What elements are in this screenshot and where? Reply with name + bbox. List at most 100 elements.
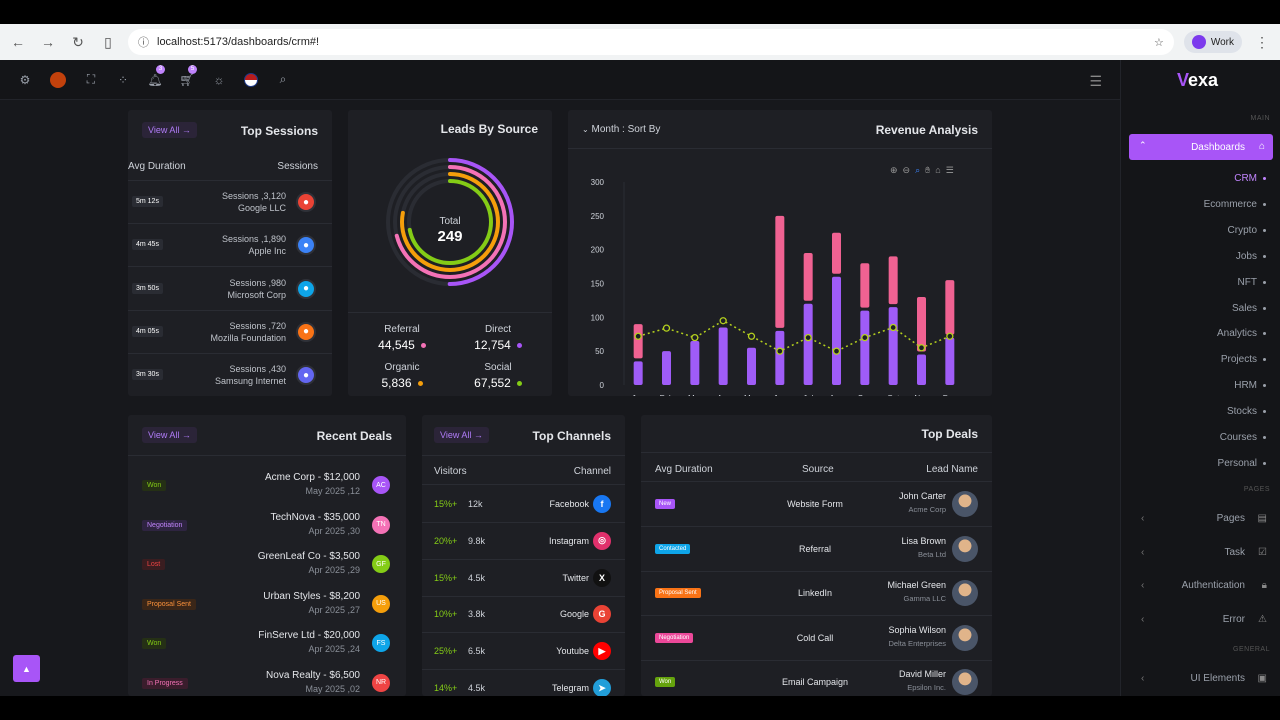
- profile-button[interactable]: Work: [1183, 31, 1242, 53]
- legend-value-text: 44,545: [378, 338, 415, 352]
- sidebar-item-label: Pages: [1216, 513, 1245, 524]
- zoom-out-icon[interactable]: ⊖: [902, 165, 911, 175]
- lead-info: John Carter Acme Corp: [899, 491, 946, 514]
- reset-home-icon[interactable]: ⌂: [935, 165, 941, 175]
- company-initials-avatar: TN: [372, 515, 390, 534]
- table-row: 4m 05s Sessions ,720 Mozilla Foundation ●: [128, 311, 332, 354]
- bar-sales-aug: [832, 276, 841, 385]
- sidebar-subitem-nft[interactable]: NFT: [1238, 277, 1266, 288]
- stage-badge: New: [655, 499, 676, 509]
- sidebar-subitem-sales[interactable]: Sales: [1232, 303, 1266, 314]
- address-bar[interactable]: ⓘ localhost:5173/dashboards/crm#! ☆: [128, 29, 1174, 55]
- bar-sales-sep: [860, 310, 870, 385]
- pan-hand-icon[interactable]: ✋︎: [925, 165, 931, 175]
- session-info: Sessions ,430 Samsung Internet: [215, 363, 286, 387]
- card-title: Recent Deals: [316, 429, 392, 443]
- legend-color-dot: [516, 381, 522, 387]
- sidebar-subitem-projects[interactable]: Projects: [1221, 354, 1266, 365]
- duration-badge: 4m 05s: [132, 325, 163, 337]
- cart-count-badge: 5: [188, 64, 197, 74]
- sidebar-subitem-stocks[interactable]: Stocks: [1227, 406, 1266, 417]
- apps-grid-icon[interactable]: ⁘: [117, 72, 129, 87]
- session-count: Sessions ,1,890: [221, 234, 286, 245]
- browser-menu-icon[interactable]: ⋮: [1255, 33, 1269, 50]
- column-header-source: Source: [802, 464, 834, 475]
- cart-icon[interactable]: 🛒︎ 5: [179, 64, 197, 87]
- sidebar-subitem-label: Stocks: [1226, 406, 1257, 418]
- view-all-button[interactable]: View All →: [142, 427, 197, 443]
- sort-dropdown[interactable]: ⌄ Month : Sort By: [582, 124, 660, 135]
- legend-value: 67,552: [458, 376, 538, 390]
- sidebar-subitem-analytics[interactable]: Analytics: [1217, 328, 1266, 339]
- pages-icon: ▤: [1257, 513, 1267, 524]
- visitor-count: 3.8k: [468, 609, 486, 620]
- fullscreen-icon[interactable]: ⛶: [86, 72, 96, 86]
- bookmark-star-icon[interactable]: ☆: [1153, 36, 1164, 49]
- profile-label: Work: [1210, 36, 1234, 48]
- sidebar-item-dashboards[interactable]: ⌃ Dashboards ⌂: [1129, 134, 1273, 160]
- visitor-count: 4.5k: [468, 572, 486, 583]
- bar-sales-may: [747, 347, 756, 385]
- growth-percent: 20%+: [434, 535, 458, 546]
- theme-toggle-sun-icon[interactable]: ☼: [213, 72, 225, 87]
- list-item: Lost GreenLeaf Co - $3,500 Apr 2025 ,29 GF: [128, 543, 406, 582]
- zoom-select-icon[interactable]: ⌕: [915, 165, 921, 175]
- lead-name: David Miller: [898, 669, 946, 680]
- table-row: 3m 50s Sessions ,980 Microsoft Corp ●: [128, 268, 332, 311]
- table-row: 15%+ 4.5k Twitter X: [422, 560, 625, 597]
- browser-toolbar: ← → ↻ ▯ ⓘ localhost:5173/dashboards/crm#…: [0, 24, 1280, 60]
- bar-sales-jan: [633, 361, 643, 385]
- settings-gear-icon[interactable]: ⚙: [19, 72, 31, 87]
- sidebar-toggle-icon[interactable]: ▯: [104, 33, 112, 50]
- legend-item-social: Social 67,552: [458, 362, 538, 390]
- forward-icon[interactable]: →: [41, 34, 55, 50]
- site-info-icon[interactable]: ⓘ: [138, 37, 149, 49]
- bullet-dot: [1263, 384, 1266, 388]
- legend-item-referral: Referral 44,545: [362, 324, 442, 352]
- y-tick-label: 100: [591, 313, 605, 322]
- sidebar-subitem-personal[interactable]: Personal: [1218, 458, 1266, 469]
- view-all-button[interactable]: View All →: [142, 122, 197, 138]
- language-flag-icon[interactable]: [244, 72, 258, 87]
- table-row: 3m 30s Sessions ,430 Samsung Internet ●: [128, 354, 332, 396]
- duration-badge: 4m 45s: [132, 239, 163, 251]
- browser-name: Apple Inc: [248, 246, 286, 257]
- bullet-dot: [1263, 306, 1266, 310]
- table-row: 25%+ 6.5k Youtube ▶: [422, 633, 625, 671]
- notification-bell-icon[interactable]: 🔔︎ 3: [147, 64, 165, 87]
- notification-count-badge: 3: [156, 64, 165, 74]
- back-icon[interactable]: ←: [11, 34, 25, 50]
- x-tick-label: Mar: [688, 394, 702, 396]
- sidebar-subitem-label: Ecommerce: [1203, 198, 1257, 210]
- table-row: Won Email Campaign David Miller Epsilon Inc…: [641, 660, 992, 696]
- bar-sales-feb: [662, 351, 671, 385]
- chart-menu-icon[interactable]: ☰: [945, 165, 954, 175]
- deal-date: Apr 2025 ,30: [308, 525, 360, 536]
- bullet-dot: [1263, 436, 1266, 439]
- firefox-icon: ●: [296, 321, 316, 342]
- revenue-point-apr: [719, 317, 727, 325]
- sidebar-subitem-crypto[interactable]: Crypto: [1228, 225, 1266, 236]
- sidebar-item-label: UI Elements: [1190, 673, 1245, 684]
- search-icon[interactable]: ⌕: [279, 72, 287, 86]
- sidebar-subitem-hrm[interactable]: HRM: [1234, 380, 1266, 391]
- sidebar-subitem-ecommerce[interactable]: Ecommerce: [1204, 199, 1266, 210]
- column-header-duration: Avg Duration: [655, 464, 713, 475]
- lock-icon: 🔒︎: [1261, 580, 1267, 592]
- menu-hamburger-icon[interactable]: ☰: [1089, 73, 1102, 89]
- zoom-in-icon[interactable]: ⊕: [890, 165, 898, 175]
- x-tick-label: Jan: [632, 394, 645, 396]
- sidebar-subitem-label: Personal: [1217, 457, 1257, 469]
- view-all-button[interactable]: View All →: [434, 427, 489, 443]
- scroll-to-top-button[interactable]: ▲: [13, 655, 40, 682]
- brand-logo[interactable]: Vexa: [1177, 70, 1219, 90]
- sidebar-subitem-crm[interactable]: CRM: [1234, 173, 1266, 184]
- y-tick-label: 300: [591, 178, 605, 187]
- sidebar-subitem-jobs[interactable]: Jobs: [1236, 251, 1266, 262]
- avatar: [952, 580, 978, 607]
- legend-value-text: 67,552: [474, 376, 511, 390]
- browser-name: Mozilla Foundation: [210, 332, 286, 343]
- sidebar-subitem-courses[interactable]: Courses: [1220, 432, 1266, 443]
- reload-icon[interactable]: ↻: [72, 33, 84, 50]
- user-avatar[interactable]: [50, 71, 66, 88]
